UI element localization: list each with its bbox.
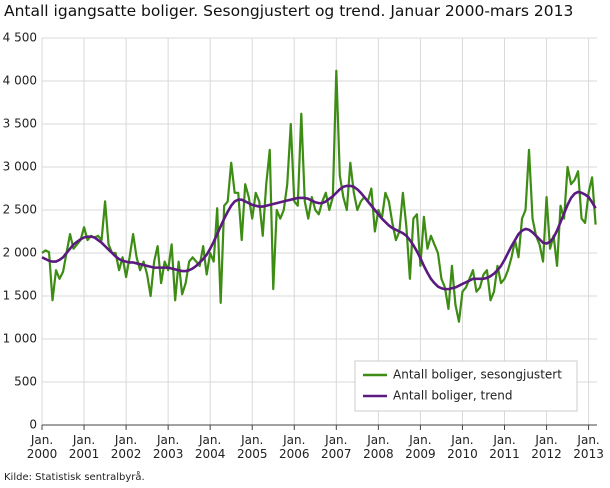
series-line xyxy=(41,184,597,291)
legend-label: Antall boliger, trend xyxy=(393,389,513,403)
series-line xyxy=(41,69,597,323)
y-tick-label: 0 xyxy=(29,418,37,432)
x-tick-label: Jan. 2002 xyxy=(110,433,142,461)
x-tick-label: Jan. 2004 xyxy=(194,433,226,461)
y-tick-label: 4 000 xyxy=(3,74,37,88)
x-tick-label: Jan. 2012 xyxy=(531,433,562,461)
y-tick-label: 500 xyxy=(14,375,37,389)
x-tick-label: Jan. 2003 xyxy=(152,433,184,461)
x-tick-label: Jan. 2005 xyxy=(236,433,268,461)
x-tick-label: Jan. 2008 xyxy=(363,433,394,461)
y-tick-label: 1 500 xyxy=(3,289,37,303)
x-tick-label: Jan. 2007 xyxy=(321,433,352,461)
x-tick-label: Jan. 2013 xyxy=(573,433,604,461)
source: Kilde: Statistisk sentralbyrå. xyxy=(4,472,145,483)
legend: Antall boliger, sesongjustert Antall boli… xyxy=(354,360,578,412)
x-tick-label: Jan. 2000 xyxy=(26,433,58,461)
x-tick-label: Jan. 2001 xyxy=(68,433,100,461)
chart-title: Antall igangsatte boliger. Sesongjustert… xyxy=(4,2,574,20)
x-tick-label: Jan. 2011 xyxy=(489,433,520,461)
y-tick-label: 2 000 xyxy=(3,246,37,260)
legend-box xyxy=(354,360,578,412)
y-tick-label: 1 000 xyxy=(3,332,37,346)
x-tick-label: Jan. 2010 xyxy=(447,433,478,461)
y-tick-label: 4 500 xyxy=(3,31,37,45)
x-tick-label: Jan. 2009 xyxy=(405,433,436,461)
y-tick-label: 3 500 xyxy=(3,117,37,131)
y-tick-label: 3 000 xyxy=(3,160,37,174)
legend-label: Antall boliger, sesongjustert xyxy=(393,368,562,382)
x-tick-label: Jan. 2006 xyxy=(278,433,310,461)
y-tick-label: 2 500 xyxy=(3,203,37,217)
